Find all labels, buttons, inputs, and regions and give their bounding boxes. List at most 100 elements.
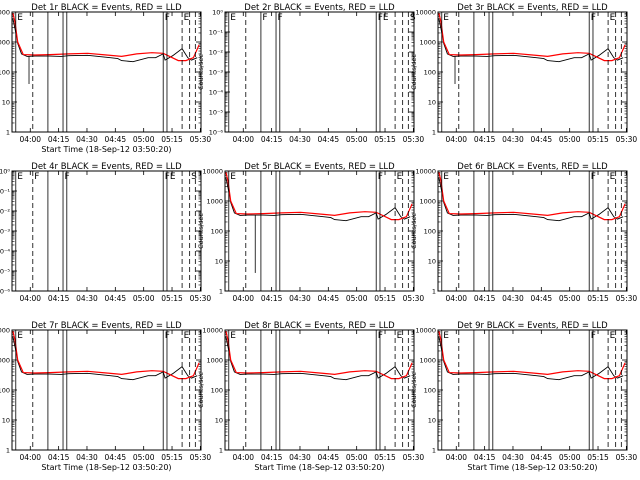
x-tick-label: 05:00: [133, 135, 155, 144]
x-tick-label: 04:15: [261, 453, 283, 462]
y-axis-label: Counts/sec: [410, 213, 418, 249]
event-marker-label: S: [191, 172, 197, 182]
y-tick-label: 10⁻⁵: [0, 268, 10, 276]
event-marker-label: FE: [165, 172, 176, 182]
y-tick-label: 10⁻²: [209, 49, 224, 57]
y-axis-label: Counts/sec: [197, 372, 205, 408]
chart-panel: Det 1r BLACK = Events, RED = LLD Counts/s…: [0, 3, 211, 154]
chart-title: Det 6r BLACK = Events, RED = LLD: [457, 162, 608, 172]
series-group: [438, 172, 626, 222]
series-group: [225, 172, 413, 273]
lld-series-line: [438, 172, 626, 221]
events-series-line: [438, 177, 624, 222]
chart-title: Det 8r BLACK = Events, RED = LLD: [244, 321, 395, 331]
x-tick-label: 04:45: [531, 135, 553, 144]
events-series-line: [12, 336, 198, 381]
y-tick-label: 10⁻⁵: [209, 109, 224, 117]
y-tick-label: 10⁻⁴: [0, 248, 10, 256]
plot-frame: [437, 170, 628, 292]
x-tick-label: 05:15: [374, 135, 396, 144]
y-tick-label: 1000: [419, 198, 436, 206]
series-group: [12, 13, 200, 84]
chart-title: Det 4r BLACK = Events, RED = LLD: [31, 162, 182, 172]
x-tick-label: 04:00: [232, 453, 254, 462]
x-tick-label: 04:30: [502, 135, 524, 144]
event-marker-label: E: [184, 13, 190, 23]
y-axis-label: Counts/sec: [410, 54, 418, 90]
events-series-line: [225, 336, 411, 381]
lld-series-line: [225, 331, 413, 380]
event-marker-label: E: [610, 13, 616, 23]
y-tick-label: 10000: [202, 168, 223, 176]
y-tick-label: 1: [219, 288, 223, 296]
y-tick-label: 100: [211, 387, 223, 395]
event-marker-label: E: [397, 172, 403, 182]
lld-series-line: [438, 13, 626, 62]
x-tick-label: 04:30: [502, 294, 524, 303]
x-tick-label: 05:30: [190, 453, 212, 462]
x-tick-label: 05:00: [559, 453, 581, 462]
event-marker-label: F: [34, 172, 39, 182]
chart-title: Det 1r BLACK = Events, RED = LLD: [31, 3, 182, 13]
events-series-line: [438, 336, 624, 381]
y-tick-label: 100: [0, 69, 10, 77]
x-tick-label: 05:30: [616, 453, 638, 462]
event-marker-label: E: [230, 13, 236, 23]
x-tick-label: 05:15: [587, 294, 609, 303]
x-tick-label: 04:00: [232, 135, 254, 144]
y-tick-label: 10: [215, 258, 223, 266]
x-tick-label: 05:30: [403, 453, 425, 462]
x-tick-label: 04:00: [19, 294, 41, 303]
event-marker-label: E: [184, 331, 190, 341]
x-tick-label: 04:30: [502, 453, 524, 462]
x-tick-label: 05:30: [403, 294, 425, 303]
plot-frame: [224, 170, 415, 292]
x-tick-label: 04:45: [318, 294, 340, 303]
x-tick-label: 04:45: [105, 453, 127, 462]
plot-frame: [437, 11, 628, 133]
x-tick-label: 05:30: [190, 135, 212, 144]
x-tick-label: 04:00: [445, 294, 467, 303]
chart-panel: Det 4r BLACK = Events, RED = LLD Counts/s…: [0, 162, 211, 303]
y-tick-label: 10⁻³: [209, 69, 224, 77]
y-tick-label: 100: [424, 387, 436, 395]
event-marker-label: E: [17, 172, 23, 182]
y-tick-label: 1000: [419, 357, 436, 365]
x-axis-label: Start Time (18-Sep-12 03:50:20): [467, 463, 597, 472]
chart-panel: Det 8r BLACK = Events, RED = LLD Counts/s…: [197, 321, 424, 472]
x-tick-label: 05:30: [616, 294, 638, 303]
y-tick-label: 10000: [415, 327, 436, 335]
y-tick-label: 10: [2, 417, 10, 425]
y-axis-label: Counts/sec: [197, 213, 205, 249]
x-tick-label: 05:00: [346, 135, 368, 144]
x-tick-label: 05:15: [374, 453, 396, 462]
y-tick-label: 10000: [415, 9, 436, 17]
event-marker-label: E: [230, 172, 236, 182]
y-axis-label: Counts/sec: [410, 372, 418, 408]
series-group: [225, 331, 413, 381]
x-tick-label: 05:00: [133, 453, 155, 462]
x-tick-label: 04:30: [289, 135, 311, 144]
chart-panel: Det 5r BLACK = Events, RED = LLD Counts/s…: [197, 162, 424, 303]
event-marker-label: S: [410, 13, 416, 23]
x-tick-label: 04:45: [105, 135, 127, 144]
y-tick-label: 10: [428, 258, 436, 266]
plot-frame: [11, 170, 202, 292]
x-tick-label: 04:45: [318, 135, 340, 144]
y-tick-label: 10⁻⁶: [209, 129, 224, 137]
x-tick-label: 05:00: [559, 135, 581, 144]
y-tick-label: 100: [424, 69, 436, 77]
x-tick-label: 05:30: [403, 135, 425, 144]
x-tick-label: 04:45: [531, 453, 553, 462]
event-marker-label: E: [17, 13, 23, 23]
plot-frame: [224, 11, 415, 133]
y-tick-label: 10: [428, 99, 436, 107]
x-tick-label: 04:15: [474, 453, 496, 462]
lld-series-line: [12, 331, 200, 380]
y-tick-label: 10⁻⁶: [0, 288, 10, 296]
x-tick-label: 05:15: [587, 453, 609, 462]
events-series-line: [12, 18, 198, 63]
chart-panel: Det 3r BLACK = Events, RED = LLD Counts/s…: [410, 3, 637, 144]
chart-panel: Det 7r BLACK = Events, RED = LLD Counts/s…: [0, 321, 211, 472]
chart-title: Det 3r BLACK = Events, RED = LLD: [457, 3, 608, 13]
